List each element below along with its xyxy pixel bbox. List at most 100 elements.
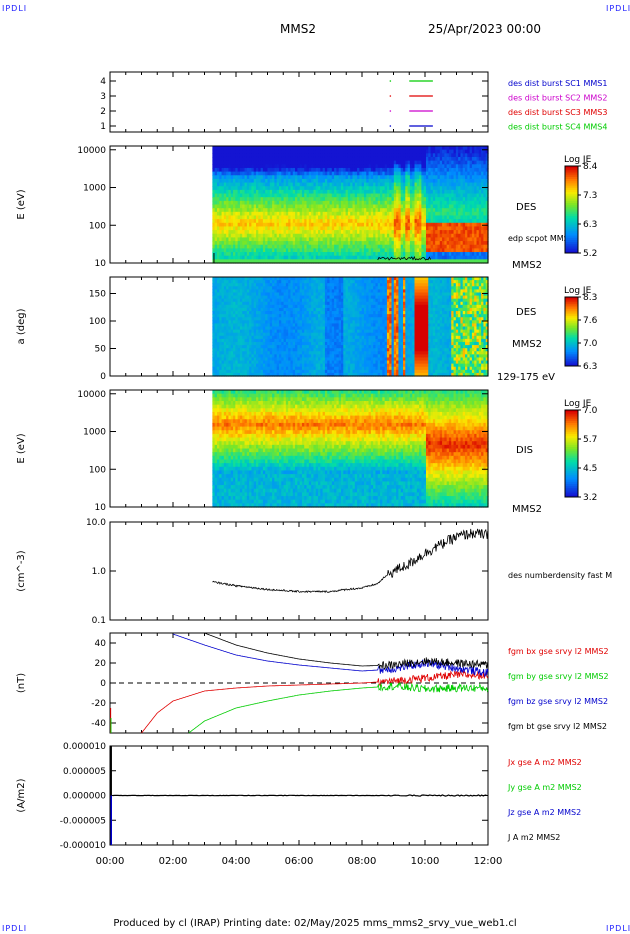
- spectrogram-cell: [256, 348, 259, 352]
- spectrogram-cell: [398, 171, 402, 176]
- spectrogram-cell: [465, 215, 468, 220]
- spectrogram-cell: [485, 153, 489, 158]
- spectrogram-cell: [274, 153, 278, 158]
- spectrogram-cell: [274, 354, 278, 359]
- spectrogram-cell: [223, 153, 227, 158]
- spectrogram-cell: [249, 248, 253, 253]
- spectrogram-cell: [382, 193, 386, 198]
- spectrogram-cell: [336, 178, 340, 184]
- spectrogram-cell: [366, 193, 370, 198]
- spectrogram-cell: [322, 230, 326, 235]
- spectrogram-cell: [214, 167, 218, 173]
- spectrogram-cell: [428, 241, 432, 246]
- spectrogram-cell: [453, 233, 457, 239]
- spectrogram-cell: [274, 241, 278, 246]
- spectrogram-cell: [442, 252, 445, 257]
- spectrogram-cell: [432, 204, 436, 209]
- spectrogram-cell: [262, 326, 266, 331]
- spectrogram-cell: [276, 226, 280, 231]
- spectrogram-cell: [423, 252, 427, 257]
- spectrogram-cell: [318, 200, 321, 206]
- spectrogram-cell: [329, 193, 333, 198]
- spectrogram-cell: [375, 219, 379, 224]
- spectrogram-cell: [389, 178, 393, 184]
- spectrogram-cell: [233, 277, 236, 281]
- spectrogram-cell: [223, 186, 227, 191]
- spectrogram-cell: [283, 149, 287, 154]
- spectrogram-cell: [216, 292, 220, 297]
- spectrogram-cell: [233, 160, 236, 165]
- spectrogram-cell: [301, 222, 305, 228]
- spectrogram-cell: [219, 244, 223, 249]
- spectrogram-cell: [334, 248, 338, 253]
- spectrogram-cell: [283, 241, 287, 246]
- spectrogram-cell: [432, 241, 436, 246]
- spectrogram-cell: [214, 241, 218, 246]
- spectrogram-cell: [409, 222, 413, 228]
- spectrogram-cell: [223, 354, 227, 359]
- legend-entry: des dist burst SC2 MMS2: [508, 94, 607, 103]
- spectrogram-cell: [239, 295, 243, 300]
- spectrogram-cell: [274, 259, 278, 264]
- spectrogram-cell: [453, 230, 457, 235]
- spectrogram-cell: [370, 211, 374, 217]
- spectrogram-cell: [290, 200, 294, 206]
- spectrogram-cell: [308, 233, 312, 239]
- spectrogram-cell: [311, 164, 315, 169]
- spectrogram-cell: [285, 197, 289, 202]
- spectrogram-cell: [269, 372, 273, 377]
- spectrogram-cell: [375, 252, 379, 257]
- spectrogram-cell: [278, 193, 282, 198]
- spectrogram-cell: [269, 289, 273, 294]
- spectrogram-cell: [469, 211, 473, 217]
- spectrogram-cell: [315, 233, 319, 239]
- spectrogram-cell: [412, 186, 416, 191]
- spectrogram-cell: [428, 193, 432, 198]
- spectrogram-cell: [269, 156, 273, 162]
- spectrogram-cell: [320, 248, 324, 253]
- spectrogram-cell: [212, 175, 216, 180]
- spectrogram-cell: [278, 153, 282, 158]
- spectrogram-cell: [272, 189, 275, 195]
- spectrogram-cell: [306, 156, 310, 162]
- spectrogram-cell: [471, 211, 475, 217]
- spectrogram-cell: [400, 215, 404, 220]
- spectrogram-cell: [265, 259, 269, 264]
- spectrogram-cell: [242, 208, 246, 213]
- spectrogram-cell: [460, 230, 464, 235]
- spectrogram-cell: [396, 237, 400, 242]
- spectrogram-cell: [476, 248, 480, 253]
- spectrogram-cell: [412, 189, 416, 195]
- spectrogram-cell: [368, 230, 372, 235]
- spectrogram-cell: [460, 197, 464, 202]
- spectrogram-cell: [267, 167, 271, 173]
- spectrogram-cell: [460, 182, 464, 187]
- spectrogram-cell: [405, 186, 409, 191]
- spectrogram-cell: [405, 230, 409, 235]
- spectrogram-cell: [301, 182, 305, 187]
- spectrogram-cell: [272, 182, 275, 187]
- spectrogram-cell: [256, 311, 259, 315]
- spectrogram-cell: [334, 160, 338, 165]
- spectrogram-cell: [327, 226, 331, 231]
- spectrogram-cell: [451, 200, 455, 206]
- spectrogram-cell: [214, 182, 218, 187]
- spectrogram-cell: [235, 171, 239, 176]
- spectrogram-cell: [262, 211, 266, 217]
- spectrogram-cell: [297, 252, 301, 257]
- spectrogram-cell: [249, 301, 253, 306]
- spectrogram-cell: [320, 241, 324, 246]
- spectrogram-cell: [412, 171, 416, 176]
- spectrogram-cell: [334, 186, 338, 191]
- spectrogram-cell: [478, 156, 482, 162]
- spectrogram-cell: [370, 200, 374, 206]
- spectrogram-cell: [242, 259, 246, 264]
- spectrogram-cell: [453, 193, 457, 198]
- spectrogram-cell: [290, 156, 294, 162]
- spectrogram-cell: [276, 189, 280, 195]
- spectrogram-cell: [221, 178, 225, 184]
- spectrogram-cell: [354, 171, 358, 176]
- spectrogram-cell: [272, 301, 275, 306]
- spectrogram-cell: [233, 301, 236, 306]
- spectrogram-cell: [350, 200, 354, 206]
